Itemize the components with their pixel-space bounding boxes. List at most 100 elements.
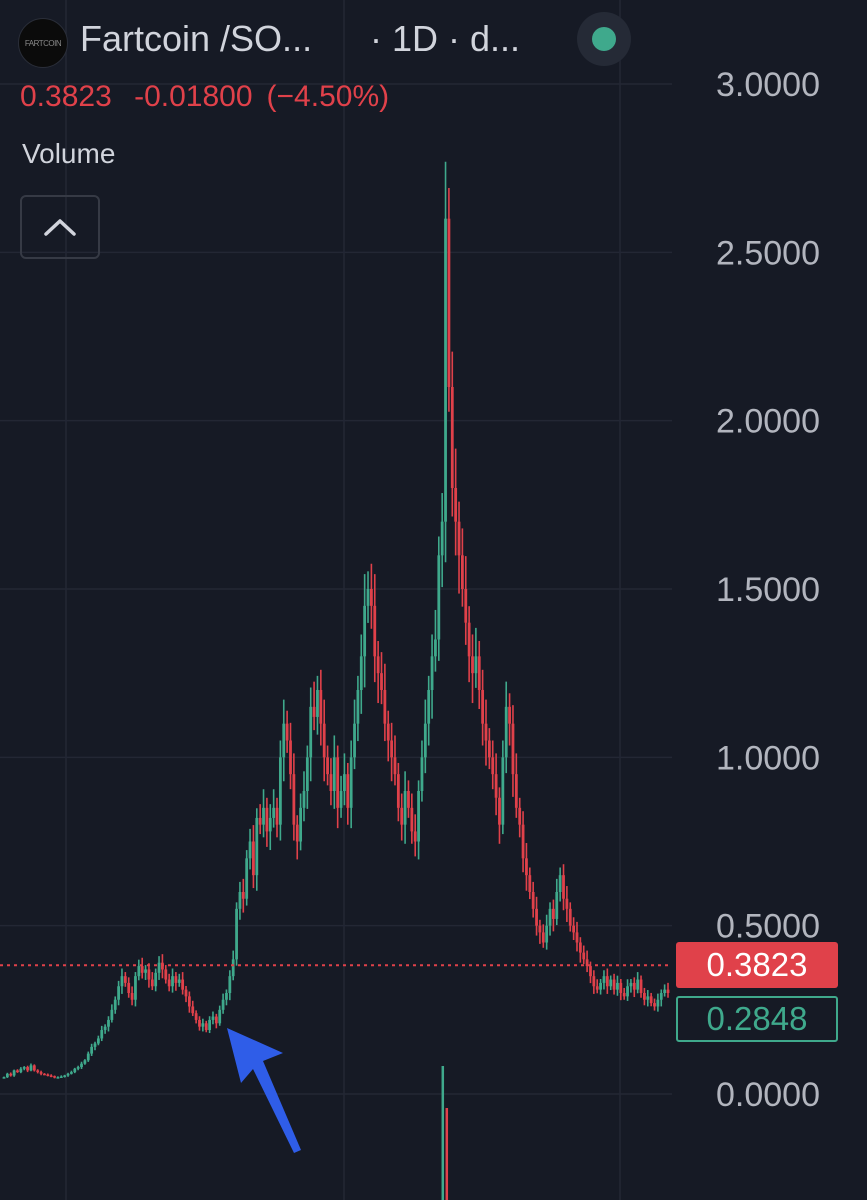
- candle-body: [612, 979, 616, 990]
- candle-body: [501, 757, 505, 825]
- candle-body: [326, 757, 329, 775]
- candle-body: [225, 993, 228, 1000]
- candle-body: [585, 959, 589, 967]
- candle-body: [245, 858, 249, 899]
- candle-body: [134, 976, 137, 1000]
- candle-body: [514, 774, 518, 808]
- y-tick-label: 1.5000: [716, 571, 820, 609]
- candle-body: [32, 1065, 36, 1071]
- candle-body: [73, 1068, 77, 1073]
- candle-body: [177, 979, 181, 983]
- candle-body: [299, 807, 303, 842]
- candle-body: [22, 1067, 26, 1069]
- candle-body: [93, 1043, 97, 1047]
- candle-body: [558, 875, 562, 892]
- candle-body: [184, 989, 188, 997]
- candle-body: [508, 706, 511, 724]
- candle-body: [356, 690, 360, 724]
- candle-body: [659, 993, 663, 1000]
- candle-body: [100, 1030, 104, 1039]
- candle-body: [9, 1073, 13, 1076]
- candle-body: [373, 605, 377, 657]
- candle-body: [363, 605, 367, 657]
- candle-body: [157, 962, 161, 973]
- candle-body: [174, 976, 178, 983]
- candle-body: [605, 976, 609, 987]
- y-tick-label: 1.0000: [716, 739, 820, 777]
- candle-body: [5, 1073, 9, 1078]
- candle-body: [440, 521, 444, 556]
- candle-body: [238, 892, 242, 909]
- candle-body: [643, 993, 646, 1000]
- candle-body: [636, 979, 640, 990]
- candle-body: [36, 1070, 40, 1073]
- candle-body: [592, 976, 596, 987]
- market-status-indicator[interactable]: [577, 12, 631, 66]
- collapse-legend-button[interactable]: [20, 195, 100, 259]
- candle-body: [383, 690, 387, 724]
- candle-body: [272, 807, 276, 818]
- candle-body: [305, 757, 309, 791]
- candle-body: [595, 986, 599, 990]
- candle-body: [437, 555, 441, 640]
- volume-bar: [441, 1066, 445, 1200]
- candle-body: [201, 1023, 205, 1027]
- candle-body: [107, 1019, 110, 1027]
- candle-body: [663, 989, 667, 993]
- candle-body: [167, 979, 171, 987]
- candle-body: [626, 986, 629, 997]
- candle-body: [322, 723, 326, 758]
- candle-body: [349, 757, 353, 808]
- candle-body: [616, 982, 619, 990]
- candle-body: [548, 908, 552, 926]
- candle-body: [471, 656, 474, 674]
- candle-body: [278, 757, 282, 825]
- candle-body: [90, 1046, 94, 1054]
- candle-body: [393, 757, 397, 775]
- candle-body: [295, 824, 299, 842]
- candle-body: [187, 996, 191, 1007]
- candle-body: [538, 925, 542, 933]
- candle-body: [632, 982, 636, 990]
- candle-body: [403, 791, 407, 825]
- candle-body: [555, 892, 559, 919]
- candle-body: [70, 1072, 73, 1074]
- candle-body: [110, 1009, 114, 1020]
- candle-body: [49, 1075, 53, 1077]
- candle-body: [120, 976, 124, 987]
- volume-indicator-label[interactable]: Volume: [22, 138, 116, 169]
- fartcoin-logo-icon[interactable]: FARTCOIN: [18, 18, 68, 68]
- candle-body: [528, 875, 532, 892]
- candle-body: [413, 831, 417, 842]
- candle-body: [518, 807, 522, 825]
- symbol-title[interactable]: Fartcoin /SO...: [80, 18, 313, 59]
- candle-body: [541, 932, 545, 943]
- candle-body: [484, 723, 488, 741]
- candle-body: [653, 1003, 656, 1007]
- candle-body: [127, 982, 131, 993]
- candle-body: [353, 723, 356, 758]
- candle-body: [63, 1075, 67, 1077]
- interval-title[interactable]: · 1D · d...: [370, 18, 521, 59]
- candle-body: [248, 841, 252, 859]
- y-tick-label: 2.5000: [716, 234, 820, 272]
- candle-body: [434, 639, 437, 657]
- chart-grid: [0, 0, 672, 1200]
- candle-body: [235, 908, 238, 960]
- candle-body: [498, 797, 501, 825]
- candle-body: [562, 875, 565, 899]
- price-axis: 3.0000 2.5000 2.0000 1.5000 1.0000 0.5000 0.00…: [716, 66, 820, 1114]
- candle-body: [29, 1065, 33, 1071]
- candle-body: [602, 976, 606, 983]
- candle-body: [407, 791, 410, 808]
- candle-body: [16, 1070, 19, 1073]
- candle-body: [457, 521, 461, 556]
- candle-body: [171, 976, 174, 987]
- candle-body: [400, 807, 404, 825]
- candle-body: [390, 740, 394, 758]
- candle-body: [312, 706, 316, 717]
- candle-body: [329, 774, 333, 791]
- candle-body: [359, 656, 363, 690]
- candle-body: [282, 723, 286, 758]
